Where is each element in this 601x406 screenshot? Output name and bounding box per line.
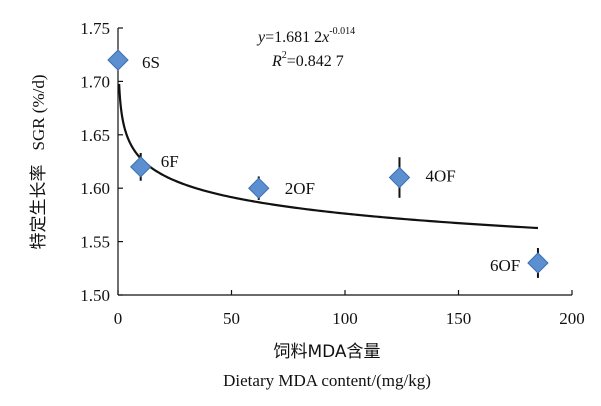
data-point-6of — [527, 248, 549, 278]
y-axis-label-cn: 特定生长率 — [29, 165, 49, 250]
x-tick-label: 150 — [446, 309, 472, 328]
r2-superscript: 2 — [282, 50, 287, 61]
point-label: 6S — [142, 53, 160, 72]
y-tick-label: 1.70 — [80, 72, 110, 91]
r2-symbol: R — [271, 53, 282, 70]
point-label: 6F — [161, 152, 179, 171]
equation-prefix: =1.681 2 — [265, 29, 322, 46]
point-labels: 6S 6F 2OF 4OF 6OF — [142, 53, 520, 275]
x-ticks: 0 50 100 150 200 — [114, 290, 585, 328]
plot-area: 1.50 1.55 1.60 1.65 1.70 1.75 0 50 100 150 200 6S… — [80, 19, 585, 328]
point-label: 6OF — [490, 256, 520, 275]
diamond-marker — [388, 166, 411, 189]
equation-var: x — [321, 29, 329, 46]
equation-exponent: -0.014 — [329, 26, 355, 37]
x-axis-label-en: Dietary MDA content/(mg/kg) — [223, 371, 431, 390]
r2-value: =0.842 7 — [287, 53, 344, 70]
y-tick-label: 1.60 — [80, 179, 110, 198]
diamond-marker — [129, 156, 152, 178]
y-tick-label: 1.75 — [80, 19, 110, 38]
x-axis-label-cn: 饲料MDA含量 — [273, 342, 380, 362]
data-point-2of — [248, 176, 270, 200]
x-tick-label: 0 — [114, 309, 123, 328]
fit-curve — [118, 83, 539, 230]
x-tick-label: 50 — [223, 309, 240, 328]
diamond-marker — [527, 252, 549, 274]
point-label: 4OF — [425, 167, 455, 186]
diamond-marker — [107, 49, 129, 71]
y-axis-label: 特定生长率 SGR (%/d) — [29, 74, 49, 249]
diamond-marker — [248, 177, 270, 199]
x-tick-label: 100 — [332, 309, 358, 328]
y-tick-label: 1.65 — [80, 126, 110, 145]
y-ticks: 1.50 1.55 1.60 1.65 1.70 1.75 — [80, 19, 123, 305]
data-points — [107, 49, 549, 278]
r-squared: R2=0.842 7 — [271, 50, 344, 70]
y-tick-label: 1.55 — [80, 233, 110, 252]
data-point-6s — [107, 49, 129, 71]
data-point-6f — [129, 152, 152, 181]
data-point-4of — [388, 157, 411, 198]
x-tick-label: 200 — [559, 309, 585, 328]
fit-equation: y=1.681 2x-0.014 — [256, 26, 355, 46]
y-tick-label: 1.50 — [80, 286, 110, 305]
point-label: 2OF — [285, 179, 315, 198]
y-axis-label-en: SGR (%/d) — [29, 74, 48, 150]
equation-annotation: y=1.681 2x-0.014 R2=0.842 7 — [256, 26, 355, 70]
